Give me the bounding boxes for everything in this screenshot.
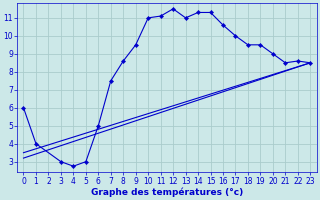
X-axis label: Graphe des températures (°c): Graphe des températures (°c) [91, 187, 243, 197]
